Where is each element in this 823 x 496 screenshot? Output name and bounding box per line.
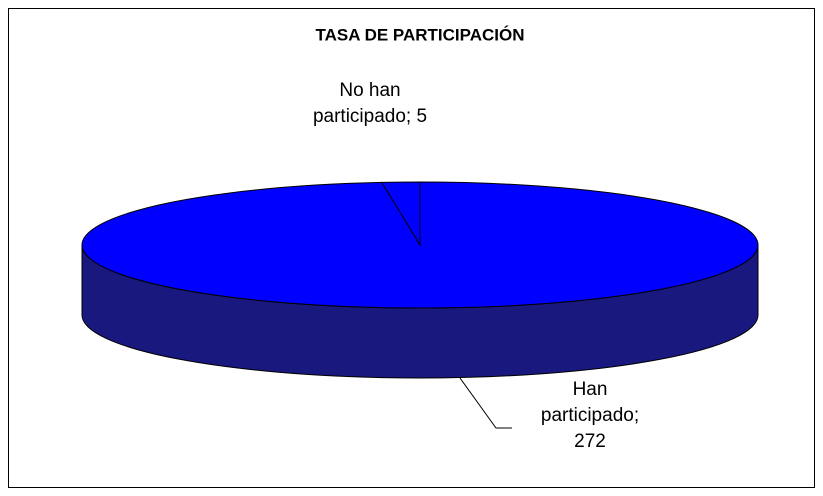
slice (81, 181, 759, 309)
data-label: Han participado; 272 (540, 379, 640, 452)
data-label: No han participado; 5 (312, 80, 428, 127)
leader-line (459, 377, 512, 429)
chart-title: TASA DE PARTICIPACIÓN (315, 25, 524, 44)
